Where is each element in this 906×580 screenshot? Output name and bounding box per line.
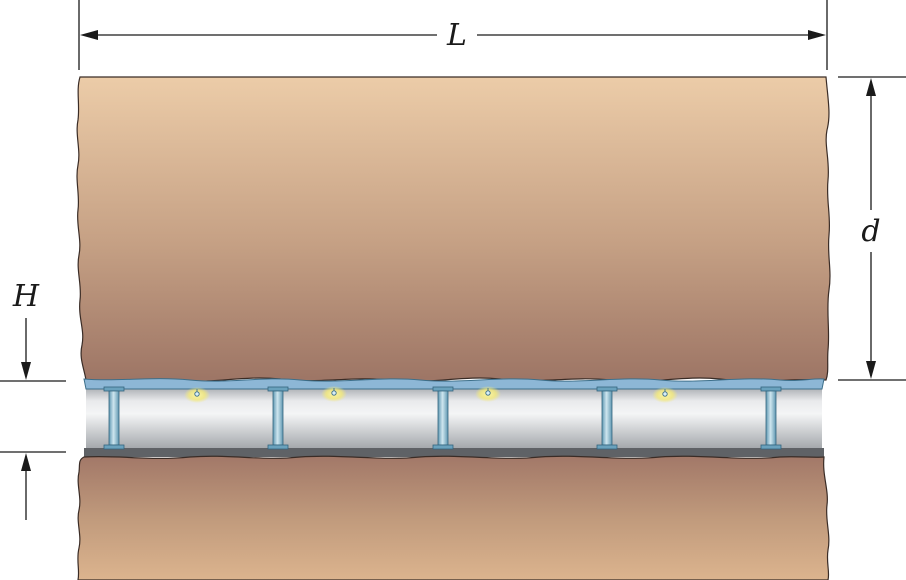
light-fixture-icon — [184, 387, 210, 403]
arrowhead-up-icon — [866, 78, 876, 96]
light-fixtures — [184, 386, 678, 403]
arrowhead-down-icon — [21, 362, 31, 380]
depth-dimension: d — [838, 76, 906, 381]
support-column — [103, 386, 125, 450]
support-column — [596, 386, 618, 450]
support-column — [760, 386, 782, 450]
light-fixture-icon — [652, 387, 678, 403]
light-fixture-icon — [475, 386, 501, 402]
arrowhead-down-icon — [866, 361, 876, 379]
upper-rock-mass — [76, 76, 831, 383]
length-label: L — [446, 18, 467, 53]
arrowhead-right-icon — [808, 30, 826, 40]
floor-strip — [84, 448, 824, 457]
arrowhead-up-icon — [21, 453, 31, 471]
roof-plate — [83, 378, 825, 390]
support-columns — [103, 386, 782, 450]
lower-rock-mass — [77, 455, 830, 580]
height-dimension: H — [0, 279, 66, 520]
length-dimension: L — [78, 0, 828, 70]
arrowhead-left-icon — [80, 30, 98, 40]
support-column — [267, 386, 289, 450]
support-column — [432, 386, 454, 450]
depth-label: d — [861, 214, 880, 249]
light-fixture-icon — [321, 386, 347, 402]
height-label: H — [12, 279, 40, 314]
